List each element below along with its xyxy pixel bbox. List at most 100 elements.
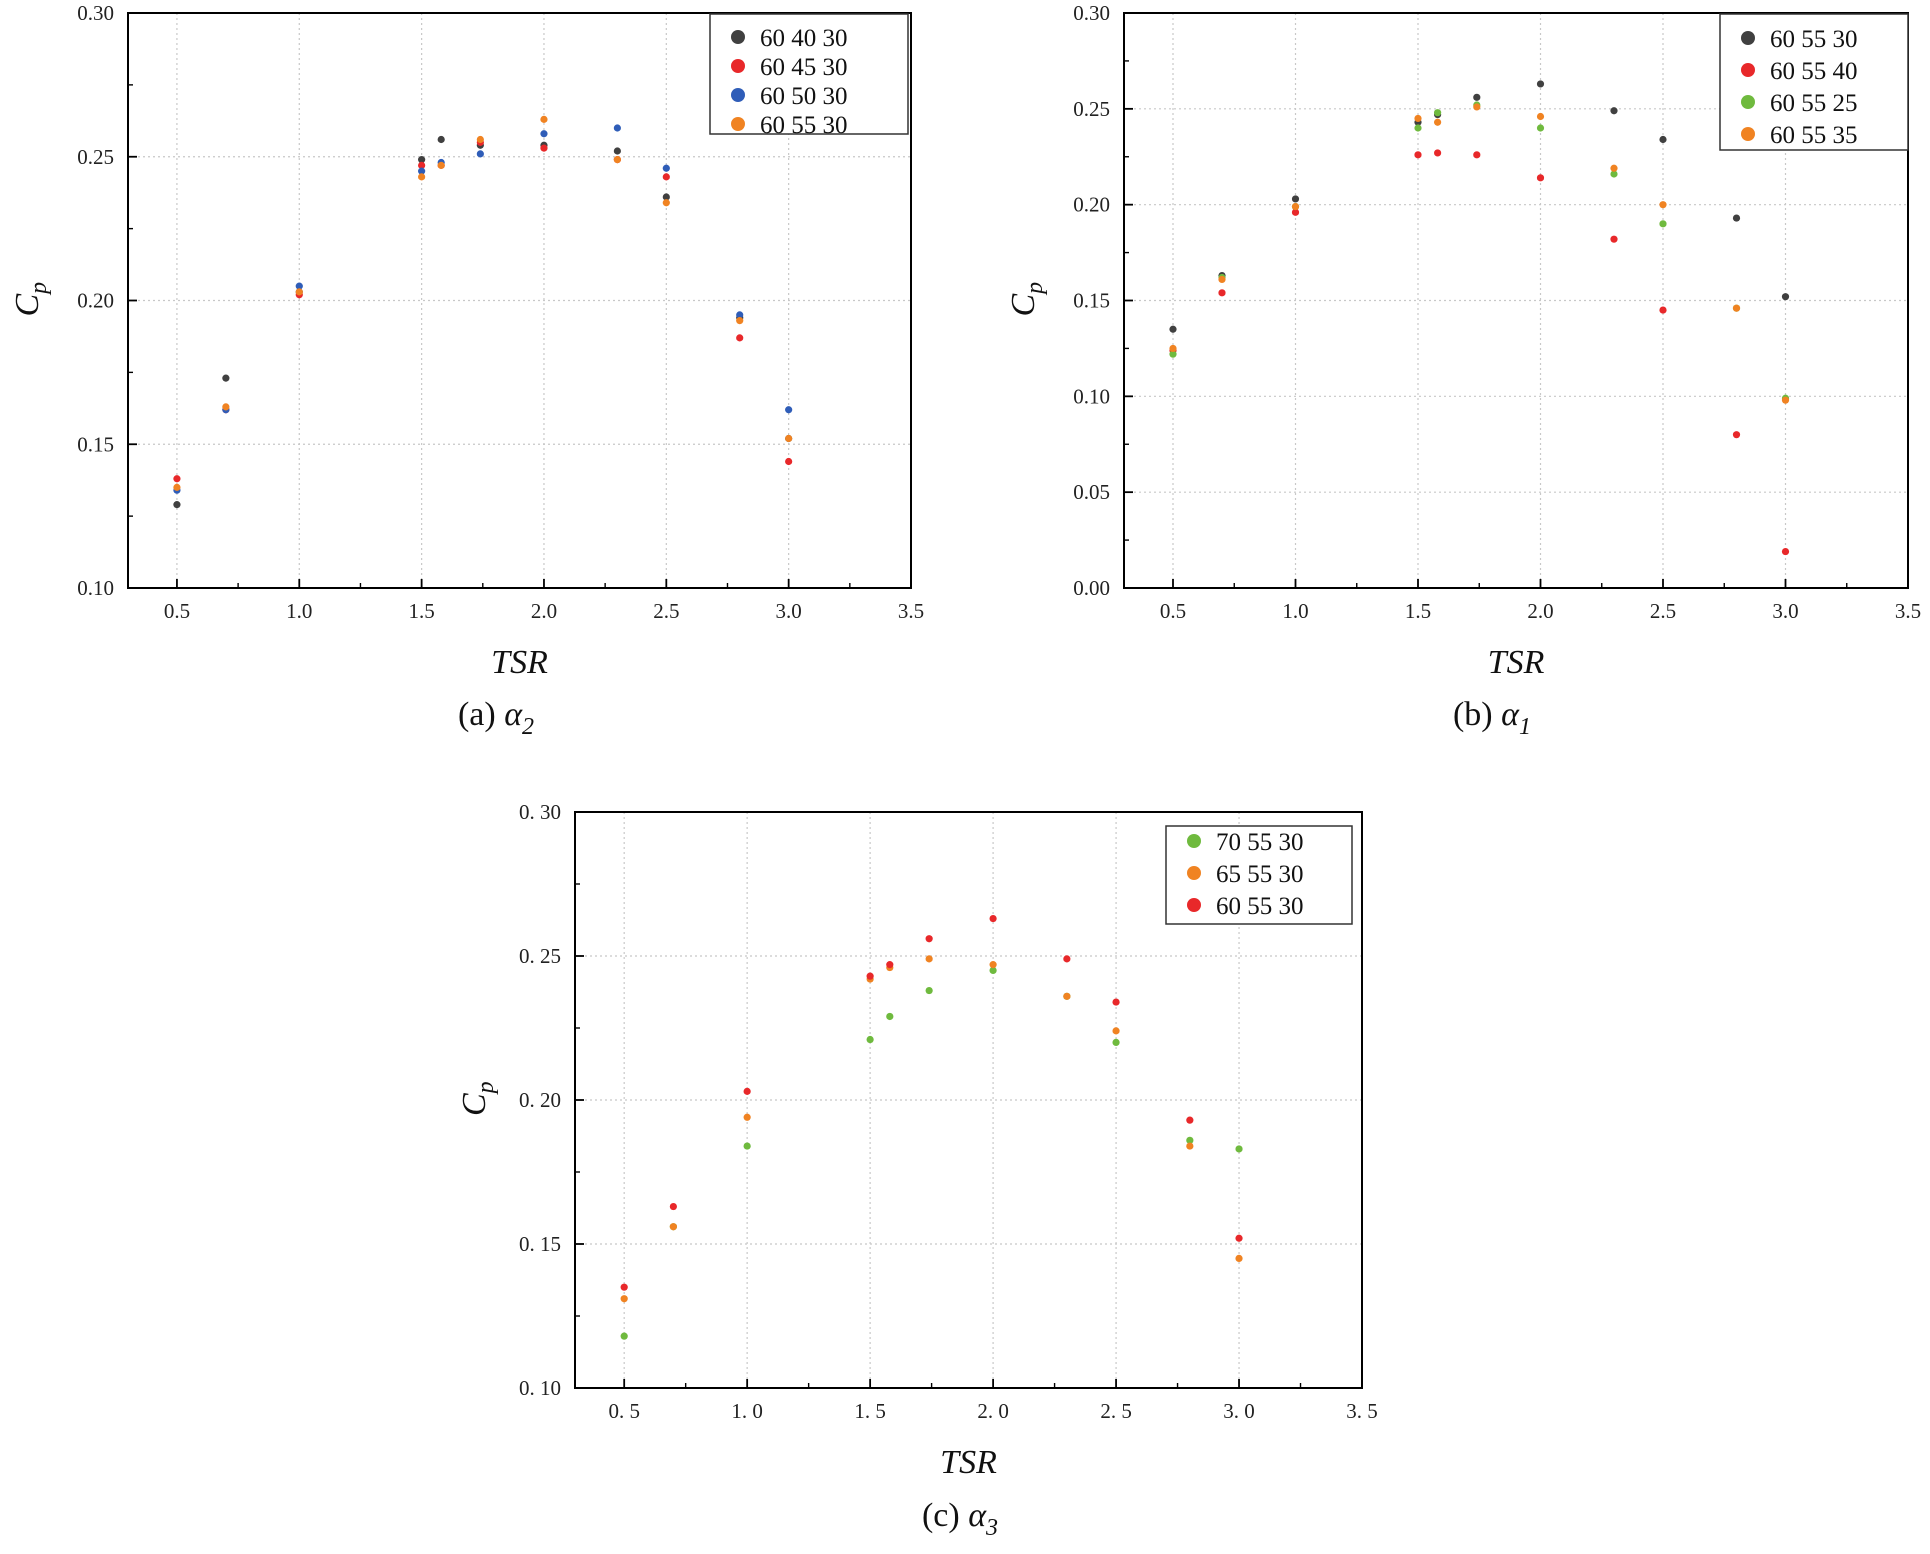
x-tick-label: 1. 5 [854, 1399, 886, 1423]
data-point [295, 288, 303, 296]
x-tick-label: 2.0 [531, 599, 557, 623]
x-tick-label: 2.5 [653, 599, 679, 623]
data-point [1235, 1254, 1243, 1262]
data-point [1473, 151, 1481, 159]
data-point [418, 161, 426, 169]
data-point [1186, 1142, 1194, 1150]
data-point [1732, 214, 1741, 222]
data-point [1732, 304, 1741, 312]
data-point [1291, 208, 1300, 216]
y-tick-label: 0.25 [1073, 97, 1110, 121]
y-tick-label: 0.20 [1073, 193, 1110, 217]
data-point [1169, 350, 1177, 358]
legend-marker [731, 117, 745, 131]
y-tick-label: 0. 30 [519, 800, 561, 824]
y-axis-label-main: C [1005, 294, 1042, 317]
data-point [989, 966, 997, 975]
caption-greek: α [1501, 696, 1520, 733]
data-point [613, 156, 621, 164]
data-point [476, 150, 484, 158]
data-point [437, 161, 445, 169]
data-point [620, 1295, 628, 1303]
data-point [1063, 955, 1071, 963]
data-point [1659, 135, 1667, 144]
chart-caption: (a) α2 [458, 696, 534, 740]
data-point [736, 334, 744, 342]
data-point [540, 115, 548, 123]
data-point [1610, 235, 1618, 243]
data-point [173, 501, 181, 509]
data-point [925, 935, 933, 943]
data-point [785, 457, 793, 466]
data-point [1235, 1234, 1243, 1242]
data-point [1659, 220, 1667, 228]
caption-prefix: (a) [458, 696, 504, 733]
data-point [222, 374, 230, 382]
y-axis-label: Cp [456, 1081, 499, 1116]
legend-label: 65 55 30 [1216, 861, 1304, 888]
legend: 60 55 30 60 55 40 60 55 25 60 55 35 [1719, 13, 1909, 151]
caption-greek: α [968, 1497, 987, 1534]
data-point [418, 173, 426, 181]
data-point [1291, 202, 1300, 211]
x-tick-label: 0. 5 [608, 1399, 640, 1423]
y-axis-label-sub: p [26, 282, 52, 296]
data-point [886, 961, 894, 969]
legend-label: 60 55 30 [1770, 26, 1858, 53]
series-2 [620, 955, 1243, 1303]
chart-caption: (c) α3 [922, 1497, 998, 1541]
data-point [669, 1202, 677, 1211]
y-tick-label: 0.15 [77, 432, 114, 456]
series-4 [173, 115, 793, 491]
data-point [1063, 992, 1071, 1000]
x-tick-label: 1.0 [286, 599, 312, 623]
x-tick-label: 1. 0 [731, 1399, 763, 1423]
caption-prefix: (c) [922, 1497, 968, 1534]
y-tick-label: 0.25 [77, 145, 114, 169]
legend-label: 60 50 30 [760, 83, 848, 110]
x-tick-label: 2.5 [1650, 599, 1676, 623]
x-tick-label: 3. 0 [1223, 1399, 1255, 1423]
data-point [620, 1332, 628, 1340]
legend-marker [1187, 834, 1201, 848]
legend-marker [731, 59, 745, 73]
data-point [437, 135, 445, 144]
x-tick-label: 0.5 [164, 599, 190, 623]
legend-marker [1741, 63, 1755, 77]
data-point [1434, 118, 1442, 126]
data-point [613, 147, 621, 155]
data-point [989, 914, 997, 923]
data-point [662, 173, 670, 181]
data-point [1186, 1136, 1194, 1144]
legend-label: 60 55 30 [760, 112, 848, 139]
data-point [1291, 195, 1300, 203]
data-point [1659, 201, 1667, 209]
data-point [418, 156, 426, 164]
data-point [1781, 396, 1790, 404]
data-point [1659, 306, 1667, 314]
y-tick-label: 0.30 [1073, 1, 1110, 25]
data-point [173, 475, 181, 483]
data-point [866, 972, 874, 980]
x-tick-label: 2.0 [1527, 599, 1553, 623]
y-axis-label-sub: p [473, 1081, 499, 1095]
data-point [785, 406, 793, 414]
series-1 [1169, 80, 1790, 333]
x-tick-label: 3.5 [898, 599, 924, 623]
x-tick-label: 1.5 [1405, 599, 1431, 623]
data-point [925, 986, 933, 995]
data-point [1473, 103, 1481, 111]
legend-label: 60 55 30 [1216, 893, 1304, 920]
data-point [662, 193, 670, 201]
y-tick-label: 0. 25 [519, 944, 561, 968]
y-tick-label: 0. 15 [519, 1232, 561, 1256]
y-tick-label: 0.05 [1073, 480, 1110, 504]
x-axis-label: TSR [491, 644, 548, 681]
data-point [1610, 107, 1618, 115]
data-point [1536, 112, 1545, 121]
series-1 [173, 135, 793, 509]
data-point [222, 403, 230, 411]
x-tick-label: 1.0 [1282, 599, 1308, 623]
x-tick-label: 3. 5 [1346, 1399, 1378, 1423]
caption-subscript: 3 [985, 1515, 998, 1541]
